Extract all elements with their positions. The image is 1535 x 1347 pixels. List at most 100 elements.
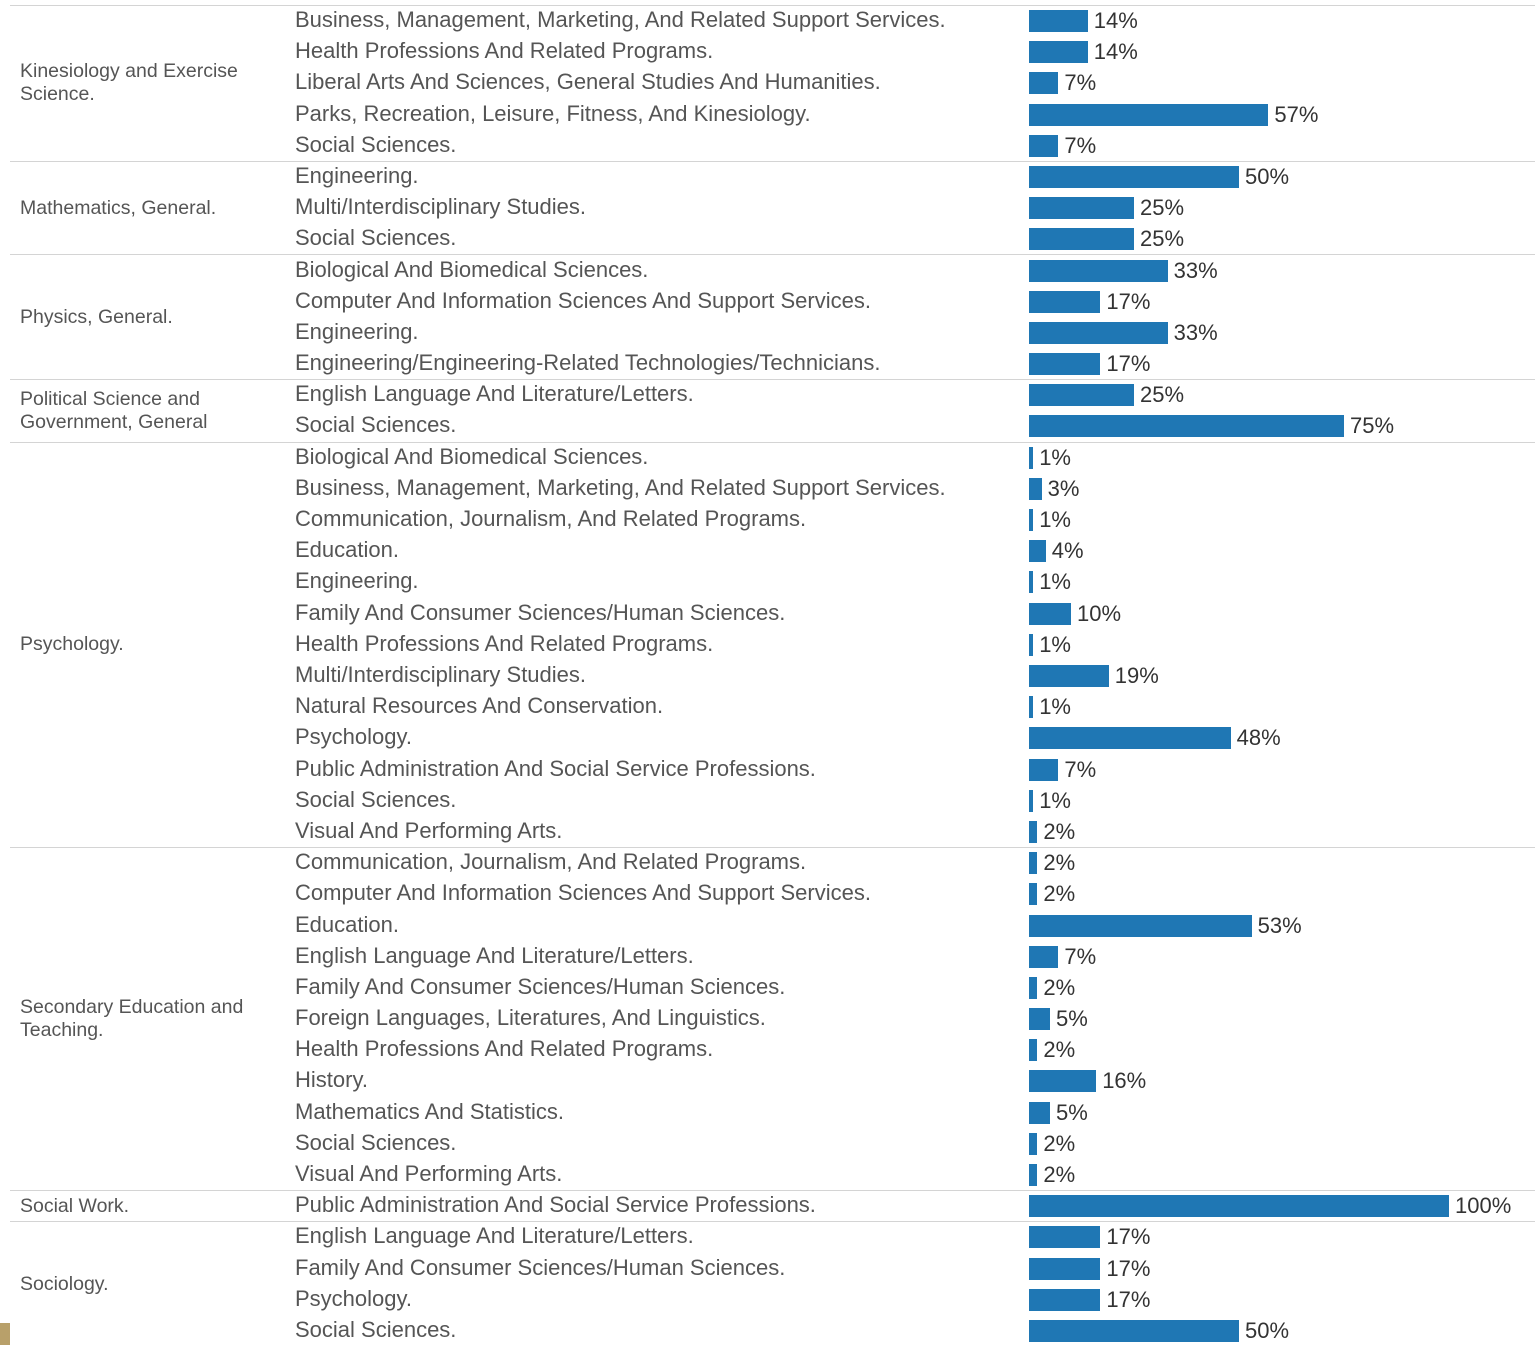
value-label: 2% (1043, 818, 1076, 844)
value-label: 57% (1274, 101, 1319, 127)
bar (1029, 477, 1042, 500)
value-label: 33% (1173, 257, 1218, 283)
category-label: Biological And Biomedical Sciences. (295, 443, 649, 469)
value-label: 17% (1106, 1286, 1151, 1312)
value-label: 33% (1173, 319, 1218, 345)
bar (1029, 1008, 1050, 1031)
value-label: 3% (1047, 475, 1080, 501)
value-label: 7% (1064, 943, 1097, 969)
bar (1029, 602, 1071, 625)
row-separator (10, 379, 1535, 381)
group-label: Secondary Education and Teaching. (20, 996, 244, 1042)
category-label: Engineering. (295, 568, 419, 594)
bar (1029, 758, 1059, 781)
group-label: Political Science and Government, Genera… (20, 387, 208, 433)
bar (1029, 1195, 1449, 1218)
category-label: Health Professions And Related Programs. (295, 1036, 714, 1062)
category-label: Public Administration And Social Service… (295, 755, 816, 781)
value-label: 1% (1039, 787, 1071, 813)
bar (1029, 1070, 1097, 1093)
value-label: 2% (1043, 881, 1076, 907)
category-label: Multi/Interdisciplinary Studies. (295, 194, 587, 220)
category-label: Communication, Journalism, And Related P… (295, 849, 807, 875)
row-separator (10, 1190, 1535, 1192)
corner-marker (0, 1323, 10, 1345)
row-separator (10, 1221, 1535, 1223)
category-label: Visual And Performing Arts. (295, 1161, 563, 1187)
value-label: 25% (1140, 195, 1185, 221)
category-label: Social Sciences. (295, 1129, 457, 1155)
bar (1029, 72, 1059, 95)
group-label: Social Work. (20, 1194, 130, 1217)
bar (1029, 727, 1231, 750)
category-label: Parks, Recreation, Leisure, Fitness, And… (295, 100, 811, 126)
category-label: Engineering. (295, 162, 419, 188)
category-label: Social Sciences. (295, 412, 457, 438)
bar (1029, 1319, 1239, 1342)
value-label: 2% (1043, 1130, 1076, 1156)
bar (1029, 1039, 1038, 1062)
bar (1029, 883, 1038, 906)
row-separator (10, 4, 1535, 6)
bar (1029, 165, 1239, 188)
category-label: Business, Management, Marketing, And Rel… (295, 474, 946, 500)
category-label: Foreign Languages, Literatures, And Ling… (295, 1005, 766, 1031)
category-label: Health Professions And Related Programs. (295, 38, 714, 64)
bar (1029, 852, 1038, 875)
category-label: Family And Consumer Sciences/Human Scien… (295, 973, 786, 999)
category-label: Natural Resources And Conservation. (295, 693, 664, 719)
group-label: Psychology. (20, 633, 124, 656)
value-label: 17% (1106, 351, 1151, 377)
value-label: 25% (1140, 382, 1185, 408)
category-label: English Language And Literature/Letters. (295, 381, 694, 407)
value-label: 10% (1077, 600, 1122, 626)
bar (1029, 10, 1088, 32)
value-label: 4% (1051, 538, 1084, 564)
category-label: Computer And Information Sciences And Su… (295, 880, 871, 906)
category-label: Education. (295, 911, 399, 937)
bar (1029, 976, 1038, 999)
category-label: Education. (295, 537, 399, 563)
value-label: 7% (1064, 70, 1097, 96)
value-label: 2% (1043, 974, 1076, 1000)
value-label: 5% (1056, 1006, 1088, 1032)
bar (1029, 353, 1101, 376)
bar (1029, 384, 1134, 407)
bar (1029, 1132, 1038, 1155)
category-label: Mathematics And Statistics. (295, 1098, 564, 1124)
value-label: 2% (1043, 1037, 1076, 1063)
bar (1029, 259, 1168, 282)
category-label: Engineering. (295, 318, 419, 344)
row-separator (10, 254, 1535, 256)
bar (1029, 914, 1252, 937)
bar (1029, 134, 1059, 157)
bar (1029, 290, 1101, 313)
bar (1029, 509, 1034, 532)
bar (1029, 820, 1038, 843)
bar (1029, 446, 1034, 469)
value-label: 14% (1093, 8, 1138, 33)
value-label: 48% (1236, 725, 1281, 751)
group-label: Kinesiology and Exercise Science. (20, 60, 238, 106)
category-label: Social Sciences. (295, 131, 457, 157)
category-label: Visual And Performing Arts. (295, 817, 563, 843)
bar (1029, 1288, 1101, 1311)
bar (1029, 415, 1344, 438)
category-label: Social Sciences. (295, 786, 457, 812)
row-separator (10, 847, 1535, 849)
category-label: History. (295, 1067, 368, 1093)
value-label: 19% (1114, 662, 1159, 688)
value-label: 1% (1039, 631, 1071, 657)
value-label: 17% (1106, 1255, 1151, 1281)
value-label: 14% (1093, 39, 1138, 65)
category-label: Biological And Biomedical Sciences. (295, 256, 649, 282)
category-label: English Language And Literature/Letters. (295, 1223, 694, 1249)
category-label: Family And Consumer Sciences/Human Scien… (295, 1254, 786, 1280)
value-label: 2% (1043, 850, 1076, 876)
value-label: 17% (1106, 1224, 1151, 1250)
bar (1029, 197, 1134, 220)
bar (1029, 1164, 1038, 1187)
category-label: Social Sciences. (295, 1316, 457, 1342)
bar (1029, 696, 1034, 719)
